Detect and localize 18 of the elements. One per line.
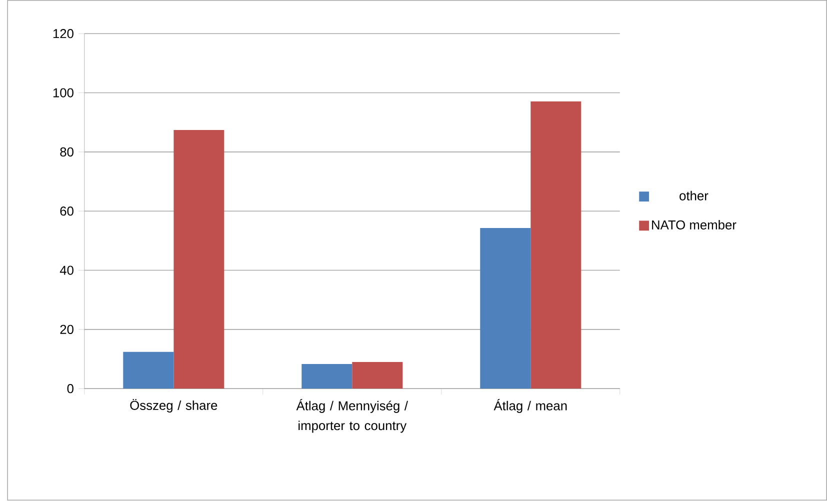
x-tick-label: Összeg / share (130, 399, 218, 413)
y-tick-label: 60 (60, 206, 74, 216)
bar (123, 352, 174, 389)
x-tick-label: Átlag / Mennyiség / importer to country (296, 399, 408, 433)
y-tick-label: 40 (60, 266, 74, 276)
legend-label: other (680, 191, 708, 201)
bar (530, 102, 582, 389)
bar (174, 130, 224, 389)
y-tick-label: 0 (67, 384, 74, 394)
bar (302, 364, 352, 389)
legend-label: NATO member (652, 220, 736, 230)
y-tick-label: 100 (53, 88, 74, 98)
y-tick-label: 20 (60, 325, 74, 334)
y-tick-label: 120 (53, 29, 74, 38)
y-tick-label: 80 (60, 148, 74, 157)
bar (480, 228, 531, 389)
bar (352, 362, 403, 389)
x-tick-label: Átlag / mean (494, 399, 567, 414)
